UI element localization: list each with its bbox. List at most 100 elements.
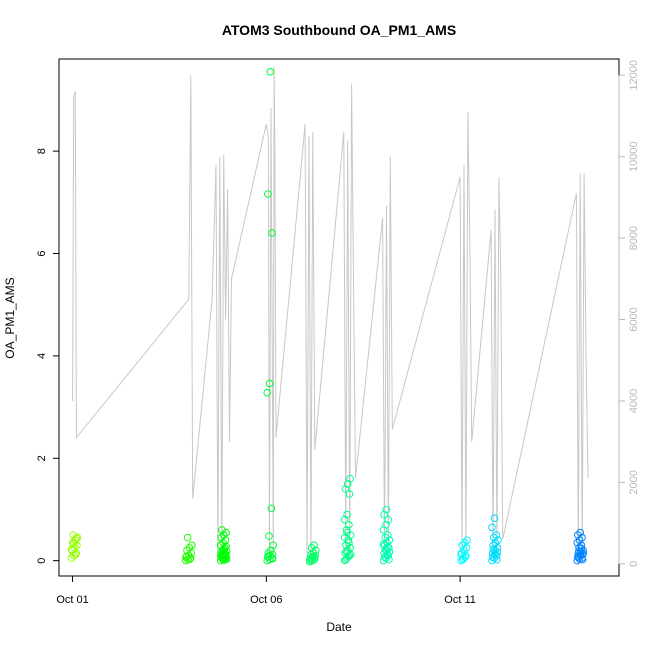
data-point	[492, 531, 501, 539]
data-point	[221, 553, 229, 561]
data-point	[268, 554, 277, 563]
data-point	[310, 553, 319, 562]
data-point	[342, 547, 351, 556]
data-point	[488, 553, 497, 561]
data-point	[265, 379, 274, 388]
x-axis-label: Date	[326, 620, 352, 634]
data-point	[385, 555, 393, 564]
data-point	[72, 534, 81, 542]
data-point	[460, 538, 469, 547]
data-point	[183, 533, 192, 542]
data-point	[458, 541, 467, 550]
data-point	[380, 553, 389, 561]
data-point	[307, 544, 316, 552]
data-point	[381, 533, 390, 542]
data-point	[574, 531, 582, 539]
y-left-tick-label: 6	[36, 250, 48, 256]
data-point	[218, 526, 226, 534]
data-point	[493, 548, 502, 556]
data-point	[379, 540, 388, 549]
altitude-trace	[72, 67, 589, 556]
x-tick-label: Oct 06	[250, 594, 282, 606]
data-point	[490, 514, 499, 523]
data-point	[182, 553, 190, 561]
data-point	[309, 549, 318, 557]
data-point	[461, 553, 470, 561]
chart-title: ATOM3 Southbound OA_PM1_AMS	[222, 22, 456, 38]
data-point	[489, 541, 498, 550]
y-left-tick-label: 0	[36, 558, 48, 564]
data-point	[345, 521, 353, 529]
x-tick-label: Oct 01	[56, 594, 88, 606]
data-point	[266, 68, 275, 76]
data-point	[573, 538, 582, 547]
data-point	[344, 552, 353, 561]
data-point	[577, 544, 586, 553]
data-point	[384, 551, 393, 560]
data-point	[493, 544, 502, 552]
data-point	[264, 190, 272, 198]
data-point	[263, 388, 272, 397]
data-point	[383, 543, 392, 551]
data-point	[345, 538, 353, 547]
y-left-tick-label: 2	[36, 455, 48, 461]
data-point	[462, 544, 471, 552]
data-point	[491, 550, 499, 559]
data-point	[382, 505, 391, 514]
data-point	[185, 544, 194, 552]
data-point	[457, 550, 465, 559]
data-point	[217, 548, 226, 556]
data-point	[269, 541, 278, 550]
data-point	[267, 504, 276, 513]
plot-frame	[58, 58, 620, 577]
data-point	[268, 550, 277, 559]
data-point	[186, 555, 194, 563]
data-point	[385, 548, 394, 556]
data-point	[343, 528, 351, 537]
data-point	[346, 474, 354, 483]
data-point	[345, 490, 354, 498]
data-point	[268, 229, 276, 237]
data-point	[488, 556, 496, 565]
data-point	[385, 544, 393, 552]
data-point	[265, 532, 273, 540]
y-right-tick-label: 2000	[628, 470, 640, 494]
data-point	[463, 536, 471, 545]
data-point	[490, 533, 498, 542]
data-point	[383, 531, 392, 539]
data-point	[488, 523, 496, 532]
data-point	[576, 528, 585, 537]
data-point	[222, 528, 230, 537]
data-point	[222, 542, 230, 551]
data-point	[384, 515, 393, 524]
data-point	[383, 538, 391, 547]
y-right-tick-label: 10000	[628, 141, 640, 172]
y-left-tick-label: 4	[36, 353, 48, 359]
data-point	[221, 549, 230, 558]
data-point	[381, 545, 390, 554]
data-point	[493, 555, 501, 564]
data-point	[575, 547, 583, 555]
data-point	[579, 549, 588, 558]
data-point	[264, 549, 273, 557]
plot-layer	[67, 67, 589, 566]
y-right-tick-label: 12000	[628, 60, 640, 91]
data-point	[71, 550, 80, 559]
data-point	[383, 550, 391, 559]
data-point	[312, 546, 320, 555]
data-point	[491, 538, 500, 547]
data-point	[489, 545, 498, 554]
data-point	[379, 556, 388, 565]
y-right-tick-label: 4000	[628, 389, 640, 413]
data-point	[494, 536, 502, 545]
data-point	[219, 531, 228, 539]
data-point	[310, 541, 318, 550]
data-point	[188, 541, 196, 550]
y-left-tick-label: 8	[36, 148, 48, 154]
y-right-tick-label: 8000	[628, 226, 640, 250]
data-point	[217, 533, 226, 542]
data-point	[343, 510, 351, 519]
data-point	[264, 553, 273, 561]
data-point	[493, 551, 501, 560]
